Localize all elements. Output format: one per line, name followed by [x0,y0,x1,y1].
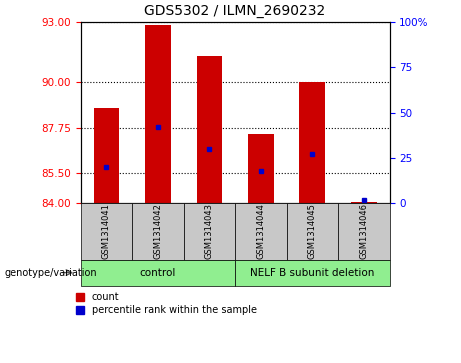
Title: GDS5302 / ILMN_2690232: GDS5302 / ILMN_2690232 [144,4,326,18]
Bar [300,82,325,203]
Bar [287,203,338,260]
Bar [351,202,377,203]
Text: NELF B subunit deletion: NELF B subunit deletion [250,268,374,278]
Bar [196,56,222,203]
Bar [132,203,183,260]
Bar [248,134,274,203]
Text: GSM1314042: GSM1314042 [154,204,162,259]
Text: GSM1314043: GSM1314043 [205,203,214,260]
Bar [145,25,171,203]
Bar [81,203,132,260]
Bar [235,203,287,260]
Bar [235,260,390,286]
Bar [81,260,235,286]
Bar [338,203,390,260]
Legend: count, percentile rank within the sample: count, percentile rank within the sample [77,292,257,315]
Bar [183,203,235,260]
Text: GSM1314041: GSM1314041 [102,204,111,259]
Text: control: control [140,268,176,278]
Text: GSM1314046: GSM1314046 [359,203,368,260]
Text: GSM1314045: GSM1314045 [308,204,317,259]
Text: GSM1314044: GSM1314044 [256,204,266,259]
Bar [94,109,119,203]
Text: genotype/variation: genotype/variation [5,268,97,278]
